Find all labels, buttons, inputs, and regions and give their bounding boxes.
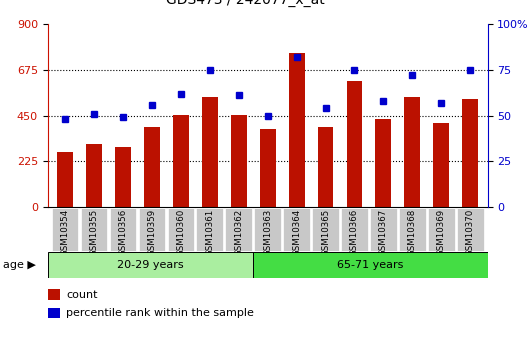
Bar [81,208,107,251]
Bar [457,208,483,251]
Text: GSM10369: GSM10369 [437,209,446,256]
Text: GSM10365: GSM10365 [321,209,330,256]
Bar [312,208,339,251]
Bar [202,97,218,207]
Bar [260,129,276,207]
Bar [289,52,305,207]
Bar [110,208,136,251]
Bar [225,208,252,251]
Bar [462,99,478,207]
Bar [347,81,363,207]
Bar [370,208,397,251]
Text: GSM10368: GSM10368 [408,209,417,256]
Bar [173,115,189,207]
Text: GSM10361: GSM10361 [205,209,214,256]
Bar [48,289,60,300]
Bar [144,127,160,207]
Bar [167,208,194,251]
Text: GSM10360: GSM10360 [176,209,186,256]
Text: GSM10367: GSM10367 [379,209,388,256]
Text: GDS473 / 242077_x_at: GDS473 / 242077_x_at [166,0,325,7]
Text: count: count [66,290,98,299]
Bar [48,252,253,278]
Bar [115,147,131,207]
Text: 20-29 years: 20-29 years [117,260,184,270]
Bar [48,308,60,318]
Bar [253,252,488,278]
Bar [57,152,73,207]
Text: GSM10364: GSM10364 [292,209,301,256]
Bar [375,119,391,207]
Bar [254,208,281,251]
Text: GSM10359: GSM10359 [147,209,156,256]
Bar [399,208,426,251]
Bar [138,208,165,251]
Bar [86,144,102,207]
Text: GSM10356: GSM10356 [118,209,127,256]
Bar [52,208,78,251]
Bar [283,208,310,251]
Bar [428,208,455,251]
Bar [317,127,333,207]
Text: GSM10355: GSM10355 [90,209,99,256]
Text: GSM10366: GSM10366 [350,209,359,256]
Bar [404,97,420,207]
Text: GSM10363: GSM10363 [263,209,272,256]
Text: percentile rank within the sample: percentile rank within the sample [66,308,254,318]
Bar [434,123,449,207]
Text: 65-71 years: 65-71 years [337,260,403,270]
Bar [231,115,246,207]
Text: GSM10354: GSM10354 [60,209,69,256]
Bar [197,208,223,251]
Text: GSM10370: GSM10370 [466,209,475,256]
Text: GSM10362: GSM10362 [234,209,243,256]
Bar [341,208,368,251]
Text: age ▶: age ▶ [3,260,36,270]
